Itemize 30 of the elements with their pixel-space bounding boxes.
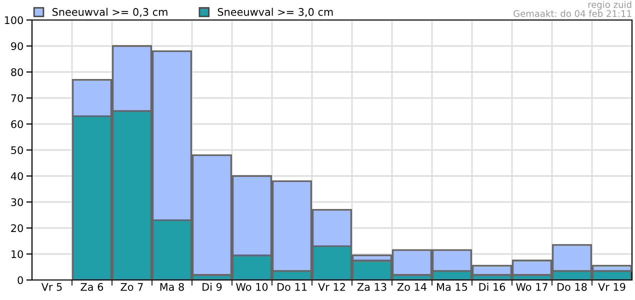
y-tick-label: 70 [11,94,23,102]
y-tick-label: 0 [18,276,23,284]
x-tick-label: Vr 12 [318,282,345,291]
y-tick-label: 20 [11,224,23,232]
y-tick-label: 80 [11,68,23,76]
x-tick-label: Zo 14 [397,283,426,291]
y-tick-label: 60 [11,120,23,128]
x-tick-label: Wo 17 [516,283,548,291]
legend-label: Sneeuwval >= 0,3 cm [52,8,168,17]
y-tick-label: 50 [11,146,23,154]
x-tick-label: Do 18 [558,282,587,291]
y-tick-label: 40 [10,172,23,180]
text: Gemaakt: do 04 feb 21:11 [514,10,632,17]
x-tick-label: Vr 19 [598,282,626,291]
y-tick-label: 30 [11,198,23,206]
y-tick-label: 90 [11,42,23,50]
x-tick-label: Za 13 [357,282,386,291]
x-tick-label: Di 16 [479,282,506,291]
x-tick-label: Wo 10 [236,282,268,291]
legend-label: Sneeuwval >= 3,0 cm [218,8,333,17]
x-tick-label: Do 11 [278,283,307,291]
y-tick-label: 100 [4,16,23,24]
x-tick-label: Di 9 [202,282,222,291]
x-tick-label: Zo 7 [120,283,143,291]
x-tick-label: Ma 15 [437,283,468,291]
y-tick-label: 10 [12,250,23,258]
x-tick-label: Vr 5 [41,283,62,291]
x-tick-label: Ma 8 [160,282,184,291]
x-tick-label: Za 6 [80,282,104,291]
text: regio zuid [588,1,632,10]
